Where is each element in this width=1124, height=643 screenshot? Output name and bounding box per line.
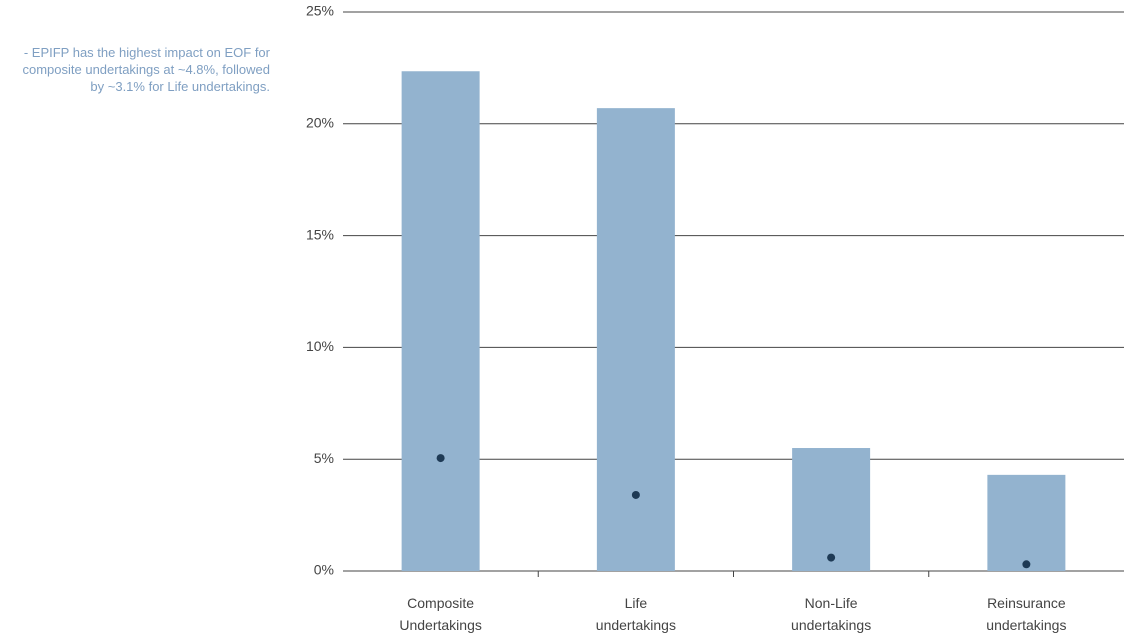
dot [1022,560,1031,569]
dot [436,454,445,463]
bar [596,108,675,571]
bar [401,71,480,571]
bar [792,448,871,571]
x-tick-label: Reinsurance undertakings [986,595,1066,633]
y-tick-label: 10% [306,338,334,354]
dot [631,490,640,499]
bar [987,474,1066,571]
x-tick-label: Non-Life undertakings [791,595,871,633]
dot [827,553,836,562]
x-tick-label: Composite Undertakings [399,595,482,633]
x-tick-label: Life undertakings [596,595,676,633]
y-tick-label: 0% [314,562,334,578]
annotation: - EPIFP has the highest impact on EOF fo… [22,45,270,94]
y-tick-label: 20% [306,115,334,131]
y-tick-label: 15% [306,226,334,242]
y-tick-label: 25% [306,3,334,19]
y-tick-label: 5% [314,450,334,466]
